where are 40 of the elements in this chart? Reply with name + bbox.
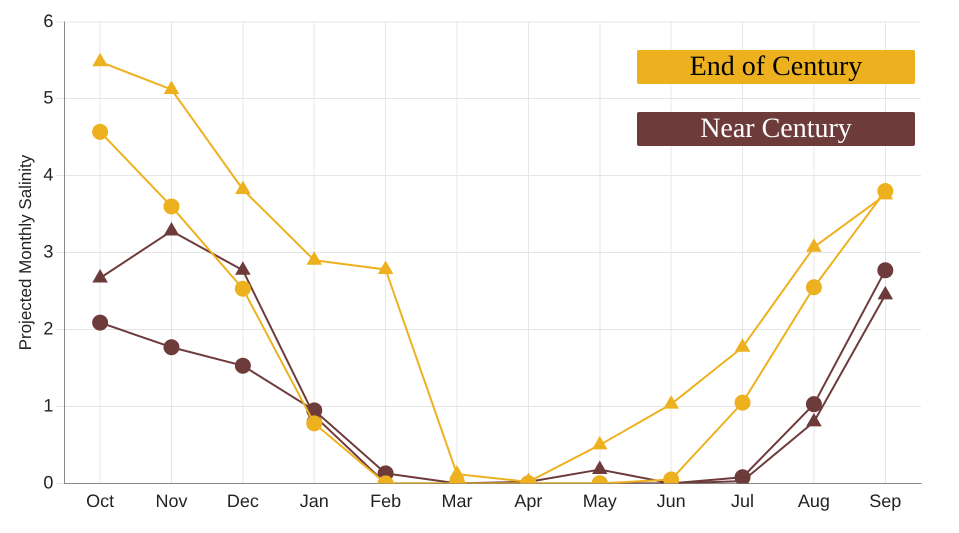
- x-tick-label: Nov: [155, 491, 188, 512]
- x-tick-label: Feb: [370, 491, 402, 512]
- y-tick-label: 2: [43, 318, 54, 338]
- point: [450, 466, 464, 479]
- y-tick-label: 3: [43, 242, 54, 262]
- x-tick-label: Apr: [514, 491, 542, 512]
- x-tick-label: Oct: [86, 491, 114, 512]
- point: [92, 124, 108, 140]
- x-tick-label: Jul: [731, 491, 754, 512]
- x-tick-label: Jan: [300, 491, 329, 512]
- point: [735, 339, 750, 352]
- point: [664, 396, 678, 409]
- y-tick-label: 0: [43, 472, 54, 492]
- point: [592, 436, 607, 450]
- point: [806, 239, 821, 252]
- point: [806, 414, 821, 426]
- text: Near Century: [637, 112, 915, 146]
- point: [93, 54, 108, 66]
- x-tick-label: Dec: [226, 491, 259, 512]
- point: [236, 262, 250, 275]
- x-tick-label: May: [582, 491, 617, 512]
- x-tick-label: Aug: [798, 491, 830, 512]
- x-tick-label: Jun: [656, 491, 686, 512]
- y-axis-title: Projected Monthly Salinity: [16, 154, 35, 350]
- point: [592, 462, 607, 474]
- point: [93, 270, 108, 282]
- point: [307, 252, 322, 265]
- point: [164, 223, 179, 236]
- point: [163, 198, 180, 214]
- y-tick-label: 5: [43, 88, 54, 108]
- point: [878, 286, 892, 300]
- y-tick-label: 1: [43, 395, 54, 416]
- y-tick-label: 6: [43, 10, 54, 31]
- x-tick-label: Sep: [869, 491, 902, 512]
- x-tick-label: Mar: [442, 491, 473, 512]
- text: End of Century: [637, 50, 915, 84]
- point: [164, 82, 179, 94]
- point: [378, 262, 393, 274]
- point: [236, 182, 250, 194]
- y-tick-label: 4: [43, 164, 54, 185]
